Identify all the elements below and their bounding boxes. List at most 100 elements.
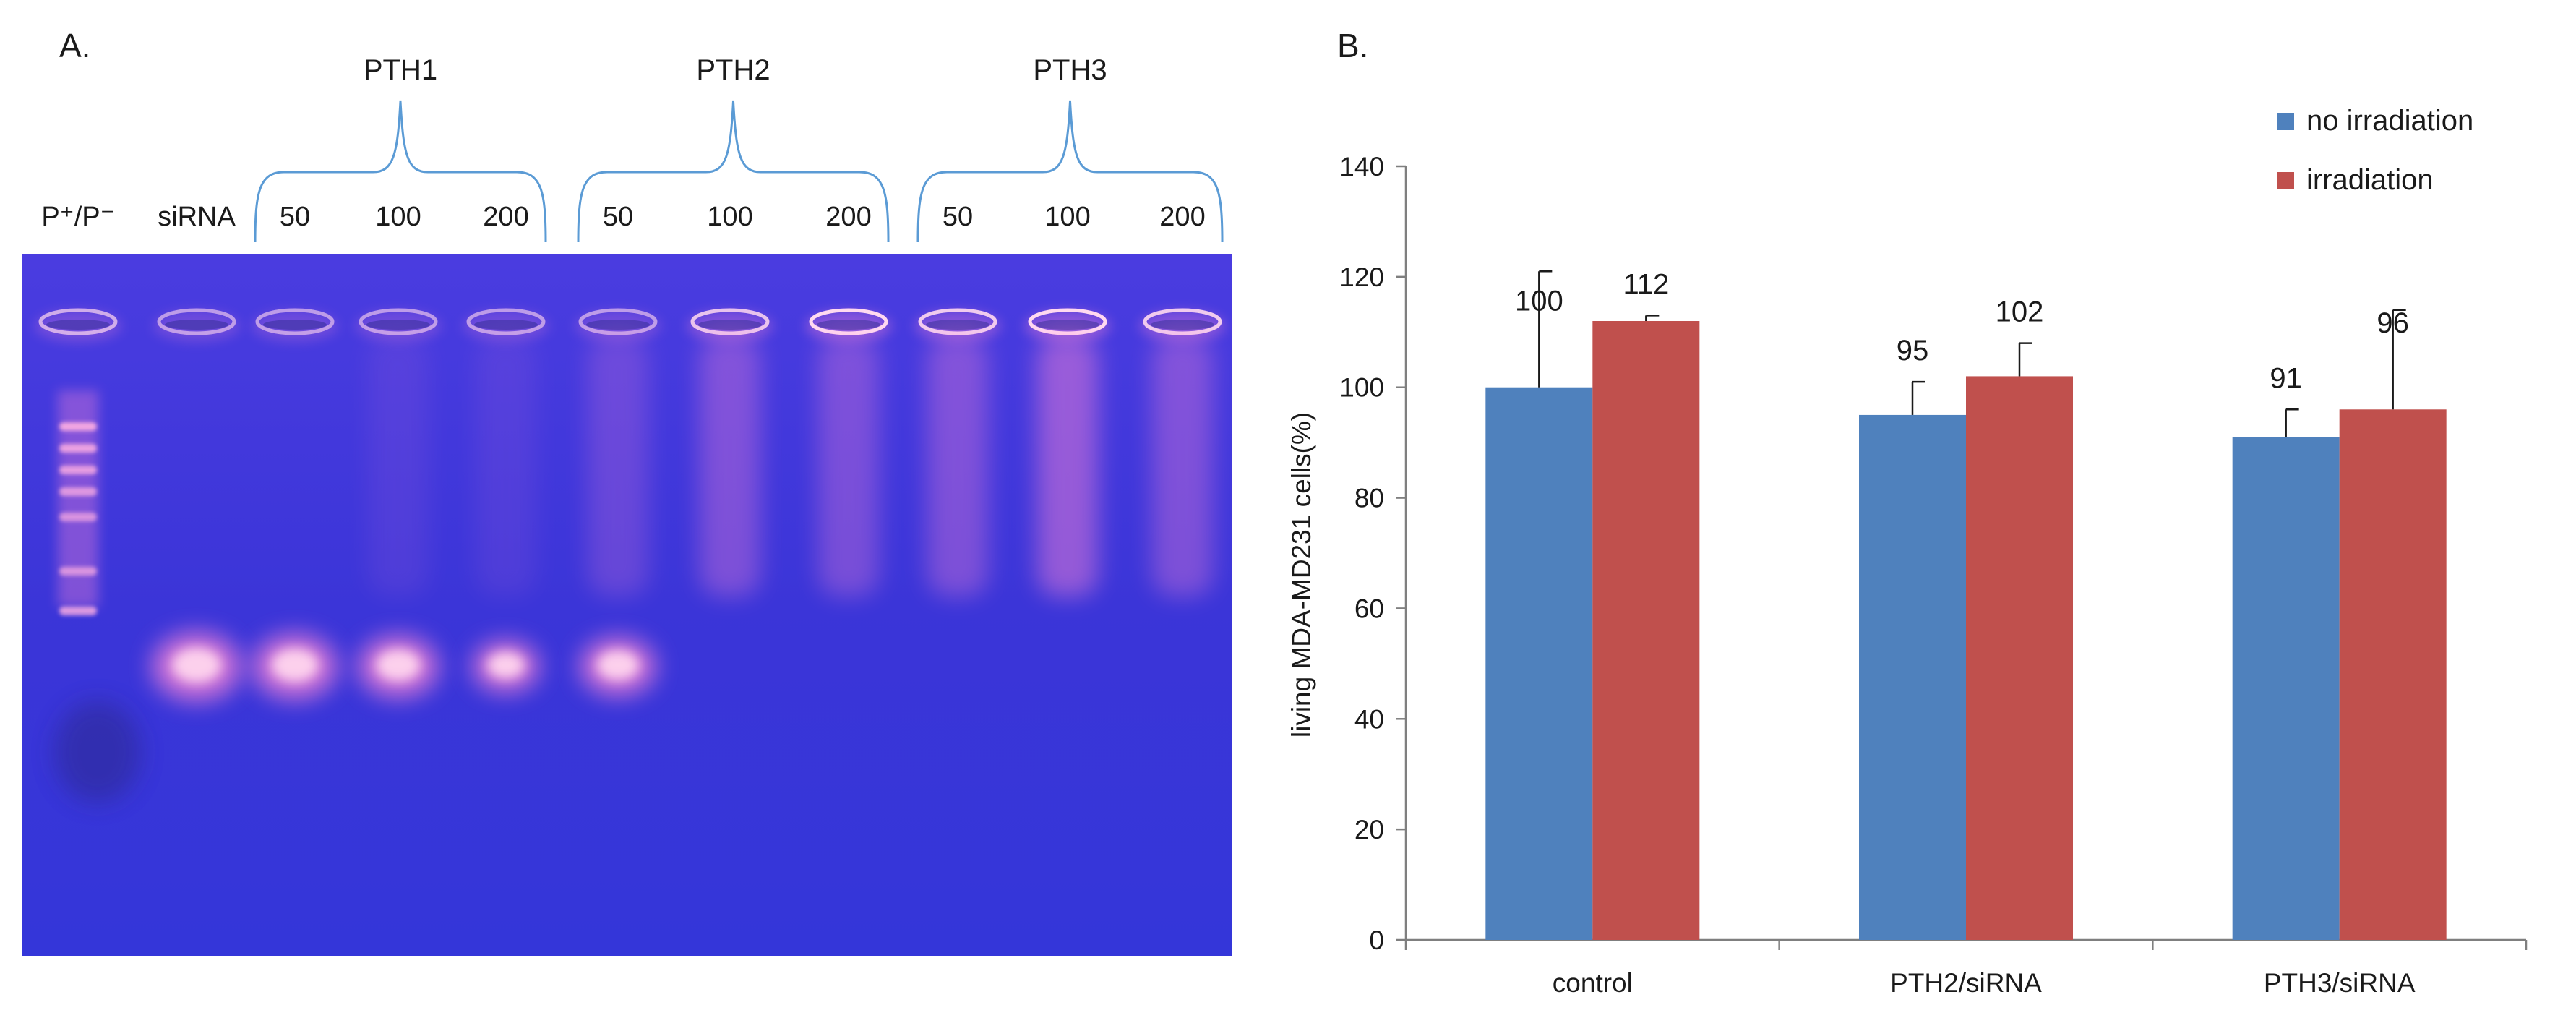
group-bracket bbox=[916, 100, 1224, 243]
legend-label: no irradiation bbox=[2306, 105, 2473, 137]
well-inner bbox=[46, 320, 110, 330]
well-inner bbox=[263, 320, 327, 330]
lane-smear bbox=[476, 336, 536, 596]
lane-smear bbox=[700, 336, 760, 596]
well-glow bbox=[805, 310, 892, 342]
data-label: 95 bbox=[1897, 335, 1929, 367]
y-axis-label: living MDA-MD231 cells(%) bbox=[1287, 412, 1316, 737]
well-inner bbox=[698, 320, 762, 330]
ladder-band bbox=[59, 422, 97, 431]
lane-smear bbox=[588, 336, 648, 596]
y-tick-label: 80 bbox=[1354, 484, 1384, 513]
ladder-band bbox=[59, 466, 97, 474]
free-sirna-band bbox=[271, 649, 319, 682]
lane-label: 50 bbox=[943, 202, 973, 232]
group-label: PTH1 bbox=[364, 54, 437, 86]
bar bbox=[1592, 321, 1700, 940]
well-glow bbox=[575, 310, 661, 342]
free-sirna-band bbox=[487, 652, 525, 678]
well-inner bbox=[586, 320, 650, 330]
well-glow bbox=[687, 310, 773, 342]
y-tick-label: 120 bbox=[1339, 262, 1384, 292]
well-inner bbox=[1151, 320, 1214, 330]
gel-electrophoresis-image: P⁺/P⁻ siRNA PTH1 50 100 200 PTH2 50 100 200 PTH3 50… bbox=[22, 54, 1232, 956]
gel-well bbox=[1143, 308, 1222, 335]
y-tick-label: 40 bbox=[1354, 704, 1384, 734]
gel-well bbox=[466, 308, 546, 335]
gel-well bbox=[918, 308, 997, 335]
ladder-band bbox=[59, 607, 97, 615]
y-tick-label: 140 bbox=[1339, 152, 1384, 181]
well-inner bbox=[1036, 320, 1099, 330]
y-tick-label: 0 bbox=[1369, 925, 1384, 955]
well-glow bbox=[463, 310, 549, 342]
bar bbox=[2232, 437, 2340, 940]
group-label: PTH3 bbox=[1033, 54, 1107, 86]
gel-well bbox=[1028, 308, 1107, 335]
ladder-band bbox=[59, 513, 97, 521]
marker-lane-label: P⁺/P⁻ bbox=[41, 202, 114, 232]
lane-smear bbox=[818, 336, 879, 596]
lane-label: 100 bbox=[375, 202, 421, 232]
data-label: 102 bbox=[1996, 296, 2044, 328]
gel-well bbox=[359, 308, 438, 335]
free-sirna-band bbox=[597, 650, 639, 680]
well-glow bbox=[1024, 310, 1111, 342]
well-inner bbox=[817, 320, 880, 330]
gel-well bbox=[255, 308, 335, 335]
data-label: 91 bbox=[2270, 362, 2302, 394]
bar bbox=[1485, 387, 1593, 940]
y-tick-label: 60 bbox=[1354, 594, 1384, 623]
gel-well bbox=[38, 308, 118, 335]
group-bracket bbox=[577, 100, 890, 243]
free-sirna-band bbox=[376, 649, 421, 681]
well-inner bbox=[474, 320, 538, 330]
lane-smear bbox=[1037, 336, 1098, 596]
legend-swatch bbox=[2277, 172, 2294, 189]
well-glow bbox=[914, 310, 1001, 342]
gel-smudge bbox=[54, 701, 141, 803]
well-inner bbox=[366, 320, 430, 330]
y-tick-label: 100 bbox=[1339, 373, 1384, 403]
ladder-band bbox=[59, 567, 97, 576]
lane-label: 100 bbox=[1044, 202, 1090, 232]
panel-b-label: B. bbox=[1337, 27, 1369, 64]
free-sirna-band bbox=[172, 648, 221, 683]
well-glow bbox=[153, 310, 240, 342]
data-label: 112 bbox=[1623, 268, 1669, 300]
x-tick-label: PTH3/siRNA bbox=[2264, 968, 2416, 998]
sirna-lane-label: siRNA bbox=[158, 202, 236, 232]
well-glow bbox=[252, 310, 338, 342]
lane-smear bbox=[1152, 336, 1213, 596]
gel-well bbox=[578, 308, 658, 335]
lane-label: 200 bbox=[1159, 202, 1205, 232]
gel-well bbox=[809, 308, 888, 335]
data-label: 100 bbox=[1515, 285, 1563, 317]
lane-smear bbox=[927, 336, 988, 596]
lane-smear bbox=[368, 336, 429, 596]
data-label: 96 bbox=[2377, 307, 2409, 339]
ladder-band bbox=[59, 444, 97, 453]
well-glow bbox=[355, 310, 442, 342]
panel-a-label: A. bbox=[59, 27, 91, 64]
well-inner bbox=[165, 320, 228, 330]
lane-label: 200 bbox=[825, 202, 871, 232]
lane-label: 50 bbox=[280, 202, 310, 232]
bar-chart: 0 20 40 60 80 100 120 140 living MDA-MD231 cells… bbox=[1287, 105, 2528, 998]
lane-label: 100 bbox=[707, 202, 752, 232]
x-tick-label: PTH2/siRNA bbox=[1890, 968, 2042, 998]
bar bbox=[2339, 409, 2447, 940]
group-bracket bbox=[254, 100, 547, 243]
bar bbox=[1859, 414, 1966, 940]
y-tick-label: 20 bbox=[1354, 815, 1384, 844]
legend-label: irradiation bbox=[2306, 164, 2434, 196]
well-glow bbox=[35, 310, 121, 342]
legend-swatch bbox=[2277, 113, 2294, 130]
gel-well bbox=[157, 308, 236, 335]
lane-label: 200 bbox=[483, 202, 528, 232]
x-tick-label: control bbox=[1553, 968, 1633, 998]
bar bbox=[1966, 376, 2073, 940]
ladder-band bbox=[59, 487, 97, 496]
gel-well bbox=[690, 308, 770, 335]
